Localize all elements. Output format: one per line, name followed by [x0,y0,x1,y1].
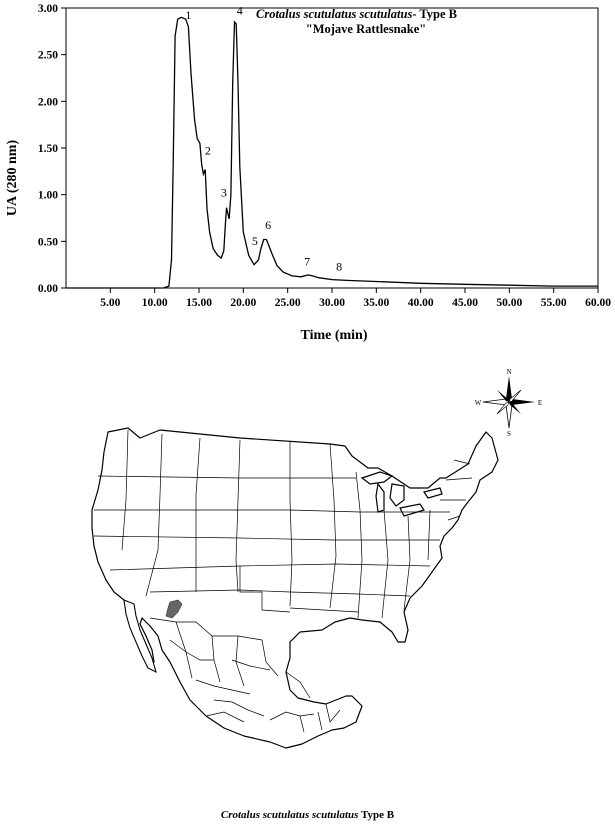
peak-label-5: 5 [252,234,258,248]
peak-label-7: 7 [304,255,310,269]
chart-axes [65,7,599,289]
compass-w: W [475,399,482,407]
compass-e: E [538,399,542,407]
x-tick-label: 30.00 [319,297,345,309]
chromatogram-chart: 5.00 10.00 15.00 20.00 25.00 30.00 35.00 40.00 4… [5,3,611,343]
chart-title-type: - Type B [412,7,457,21]
y-tick-label: 2.50 [38,50,58,62]
state-borders [93,429,473,733]
map-caption: Crotalus scutulatus scutulatus Type B [0,809,615,821]
peak-label-6: 6 [265,218,271,232]
x-tick-label: 40.00 [408,297,434,309]
chart-title: Crotalus scutulatus scutulatus- Type B [256,7,457,21]
y-tick-label: 2.00 [38,96,58,108]
y-tick-label: 3.00 [38,3,58,15]
peak-label-1: 1 [185,8,191,22]
x-tick-label: 20.00 [230,297,256,309]
caption-type: Type B [361,809,395,821]
chart-subtitle: "Mojave Rattlesnake" [306,22,426,36]
peak-label-3: 3 [221,186,227,200]
x-tick-label: 25.00 [275,297,301,309]
compass-rose-icon: N S W E [475,368,542,438]
peak-label-2: 2 [205,144,211,158]
compass-s: S [507,430,511,438]
y-tick-label: 0.00 [38,283,58,295]
x-tick-label: 60.00 [585,297,611,309]
x-tick-label: 15.00 [186,297,212,309]
chromatogram-trace [66,16,598,289]
chart-title-species: Crotalus scutulatus scutulatus [256,7,412,21]
x-tick-label: 10.00 [142,297,168,309]
plot-frame [65,7,599,289]
x-tick-label: 45.00 [452,297,478,309]
y-tick-label: 0.50 [38,236,58,248]
x-tick-label: 35.00 [363,297,389,309]
chart-ticks: 5.00 10.00 15.00 20.00 25.00 30.00 35.00 40.00 4… [38,3,611,309]
peak-label-4: 4 [237,4,243,18]
peak-labels: 1 2 3 4 56 7 8 [185,4,342,274]
x-axis-label: Time (min) [300,328,367,343]
compass-n: N [506,368,511,376]
x-tick-label: 55.00 [541,297,567,309]
y-tick-label: 1.50 [38,143,58,155]
baja-peninsula [123,599,157,674]
x-tick-label: 50.00 [496,297,522,309]
y-tick-label: 1.00 [38,190,58,202]
x-tick-label: 5.00 [100,297,120,309]
peak-label-8: 8 [336,259,342,273]
great-lakes [360,471,443,517]
distribution-area [165,599,183,619]
distribution-map: N S W E [91,368,542,749]
y-axis-label: UA (280 nm) [5,140,20,217]
landmass-outline [91,427,499,749]
caption-species: Crotalus scutulatus scutulatus [220,809,359,821]
